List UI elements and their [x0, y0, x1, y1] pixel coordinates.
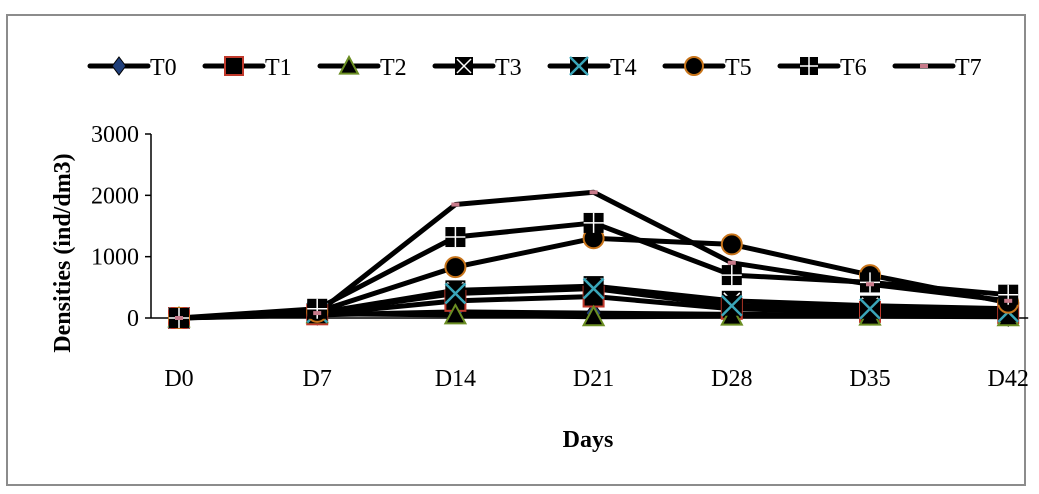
- legend-marker: [569, 56, 589, 76]
- y-tick-label: 0: [127, 306, 139, 332]
- legend-marker: [800, 57, 818, 75]
- legend-item-T4: T4: [547, 55, 637, 81]
- data-point-T2: [581, 304, 606, 327]
- chart-frame: [6, 14, 1026, 486]
- x-tick-label: D14: [435, 366, 476, 392]
- data-point-T4: [582, 277, 605, 300]
- data-point-T6: [583, 212, 604, 233]
- legend-item-T7: T7: [892, 55, 982, 81]
- x-axis-title: Days: [563, 427, 614, 453]
- y-axis-title: Densities (ind/dm3): [50, 153, 76, 352]
- data-point-T4: [859, 297, 881, 320]
- x-tick-label: D21: [573, 366, 614, 392]
- legend-item-T3: T3: [432, 55, 522, 81]
- legend-label: T3: [495, 55, 522, 81]
- legend-marker: [920, 64, 928, 68]
- x-tick-label: D7: [303, 366, 332, 392]
- legend-label: T0: [150, 55, 177, 81]
- x-tick-label: D0: [164, 366, 193, 392]
- data-point-T7: [451, 202, 460, 207]
- data-point-T6: [307, 298, 328, 319]
- legend-marker: [455, 57, 473, 75]
- legend-item-T1: T1: [202, 55, 292, 81]
- data-point-T7: [175, 316, 183, 320]
- data-point-T4: [444, 282, 467, 305]
- y-tick-label: 1000: [91, 245, 139, 271]
- legend-label: T5: [725, 55, 752, 81]
- data-point-T2: [443, 302, 468, 325]
- y-tick-label: 2000: [91, 183, 139, 209]
- y-tick-label: 3000: [91, 122, 139, 148]
- legend-label: T6: [840, 55, 867, 81]
- data-point-T5: [720, 233, 743, 256]
- x-tick-label: D28: [711, 366, 752, 392]
- legend: T0 T1 T2 T3 T4 T5 T6 T7: [87, 54, 982, 81]
- legend-label: T4: [610, 55, 637, 81]
- x-axis: D0 D7 D14 D21 D28 D35 D42: [151, 317, 1029, 392]
- legend-item-T5: T5: [662, 55, 752, 81]
- series-markers: [167, 190, 1020, 329]
- legend-marker: [224, 56, 244, 76]
- data-point-T6: [445, 227, 466, 248]
- data-point-T7: [727, 260, 736, 265]
- legend-label: T7: [955, 55, 982, 81]
- data-point-T6: [721, 265, 742, 286]
- data-point-T5: [444, 256, 467, 279]
- legend-marker: [338, 54, 360, 75]
- data-point-T7: [866, 282, 874, 287]
- legend-item-T6: T6: [777, 55, 867, 81]
- x-tick-label: D42: [988, 366, 1029, 392]
- legend-label: T1: [265, 55, 292, 81]
- data-point-T7: [589, 190, 598, 195]
- data-point-T7: [313, 311, 322, 316]
- legend-marker: [684, 56, 704, 76]
- legend-marker: [111, 56, 127, 76]
- y-axis: 0 1000 2000 3000: [91, 122, 152, 332]
- data-point-T4: [720, 294, 743, 317]
- data-point-T7: [1004, 298, 1013, 303]
- legend-item-T0: T0: [87, 55, 177, 81]
- legend-item-T2: T2: [317, 54, 407, 81]
- legend-label: T2: [380, 55, 407, 81]
- x-tick-label: D35: [849, 366, 890, 392]
